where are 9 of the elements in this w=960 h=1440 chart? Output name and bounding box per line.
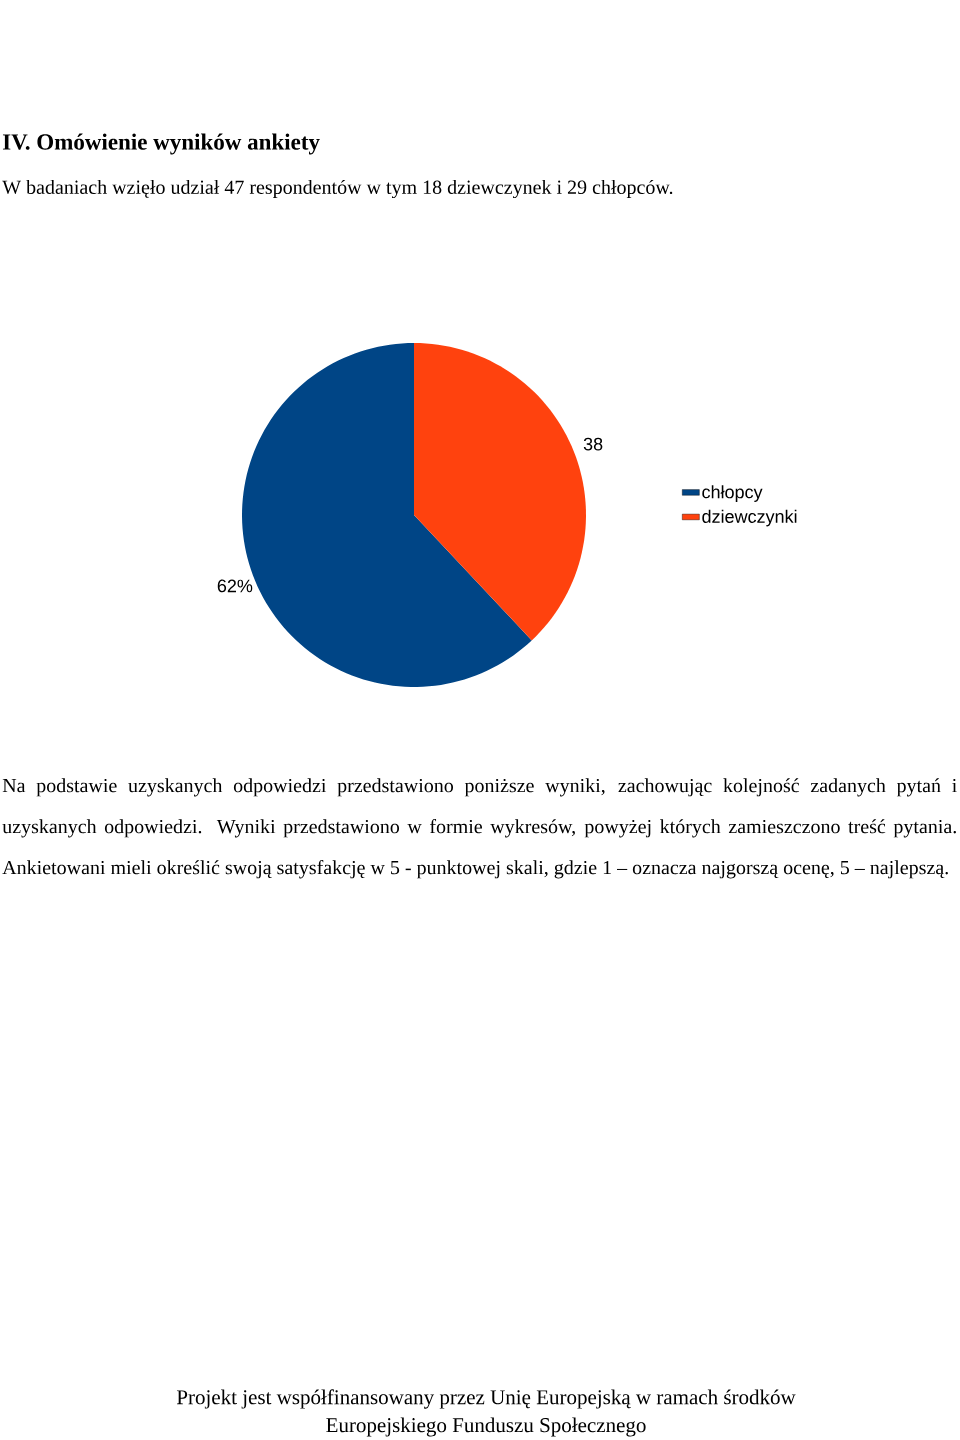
chart-title: IV. Omówienie wyników ankiety: [2, 133, 320, 155]
legend-label: dziewczynki: [702, 509, 797, 527]
text: Na podstawie uzyskanych odpowiedzi przedstawiono poniższe wyniki, zachowując kolejność zadanych pytań i uzyskanych odpowiedzi. Wyniki przedstawiono w formie wykresów, powyżej których zamieszczono treść pytania. Ankietowani mieli określić swoją satysfakcję w 5 - punktowej skali, gdzie 1 – oznacza najgorszą ocenę, 5 – najlepszą.: [2, 778, 957, 879]
legend-label: chłopcy: [702, 485, 763, 502]
text: Europejskiego Funduszu Społecznego: [326, 1417, 646, 1437]
data-label: 38: [583, 437, 603, 451]
text: Projekt jest współfinansowany przez Unię Europejską w ramach środków: [176, 1389, 796, 1409]
data-label: 62%: [217, 579, 253, 593]
chart-subtitle: W badaniach wzięło udział 47 respondentów w tym 18 dziewczynek i 29 chłopców.: [2, 179, 673, 199]
